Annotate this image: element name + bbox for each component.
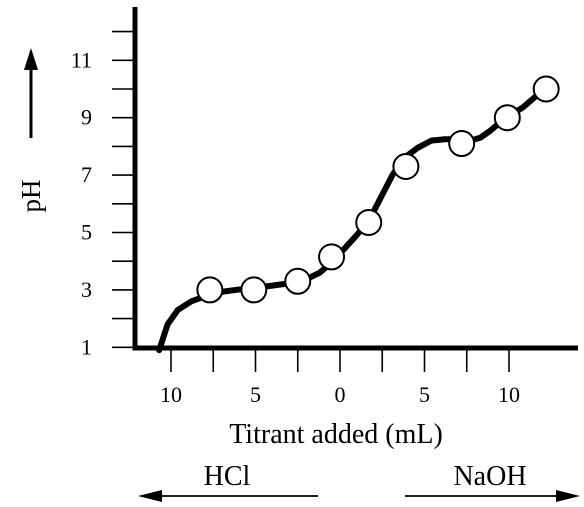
data-point (196, 276, 224, 304)
data-point (284, 267, 312, 295)
data-point (355, 208, 383, 236)
x-tick-label: 10 (160, 382, 182, 407)
naoh-label: NaOH (453, 461, 526, 492)
hcl-label: HCl (204, 461, 251, 492)
titration-curve (156, 86, 550, 354)
data-point (448, 130, 476, 158)
x-tick-label: 0 (335, 382, 346, 407)
label-layer: 1 3 5 7 9 11 10 5 0 5 10 pH Titrant added (mL) HCl NaO… (16, 47, 580, 502)
hcl-arrow-head (138, 490, 162, 502)
data-point (532, 75, 560, 103)
y-axis-label: pH (16, 180, 46, 213)
x-tick-label: 10 (498, 382, 520, 407)
data-point (240, 276, 268, 304)
naoh-arrow-head (556, 490, 580, 502)
data-point (493, 104, 521, 132)
x-tick-label: 5 (419, 382, 430, 407)
y-tick-label: 1 (81, 334, 92, 359)
data-point (392, 152, 420, 180)
y-tick-label: 9 (81, 105, 92, 130)
x-tick-label: 5 (250, 382, 261, 407)
point-layer (196, 75, 560, 304)
axes (132, 7, 578, 351)
y-tick-label: 7 (81, 162, 92, 187)
ph-arrow-head (24, 48, 38, 70)
y-tick-label: 11 (71, 47, 92, 72)
tick-layer (112, 30, 510, 372)
curve-layer (156, 86, 550, 354)
y-tick-label: 3 (81, 277, 92, 302)
y-tick-label: 5 (81, 220, 92, 245)
x-axis-label: Titrant added (mL) (229, 419, 443, 450)
data-point (318, 243, 346, 271)
